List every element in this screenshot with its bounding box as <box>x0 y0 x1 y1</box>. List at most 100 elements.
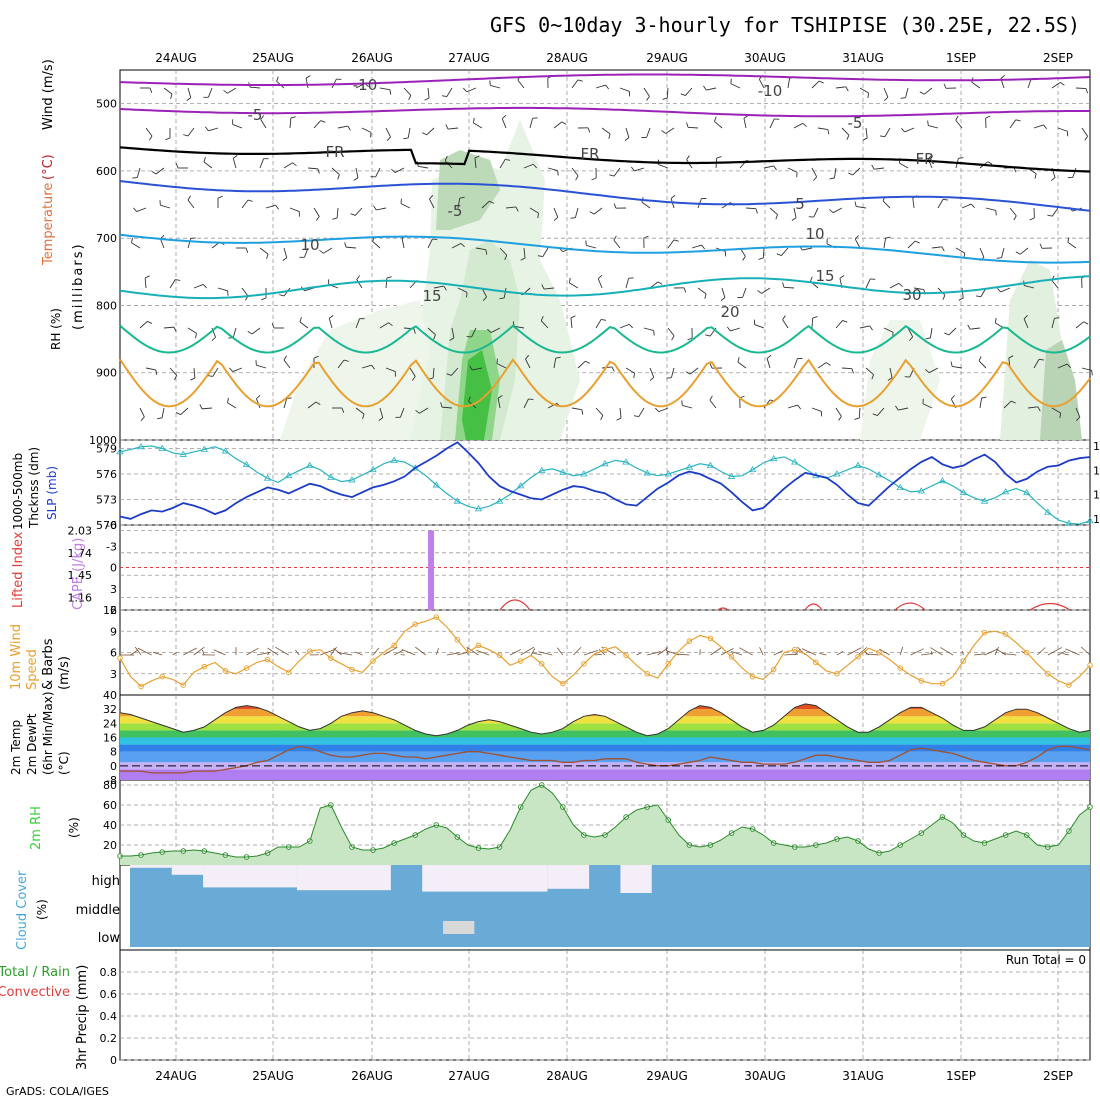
y-tick-label: 570 <box>96 519 117 532</box>
wind-barb-flag <box>347 125 351 131</box>
thickness-line-marker <box>390 456 398 463</box>
isotherm-label: 15 <box>422 287 441 305</box>
wind-barb <box>793 122 804 129</box>
wind-barb <box>595 319 602 329</box>
wind-barb-flag <box>981 396 987 399</box>
wind-barb <box>979 398 983 409</box>
wind-barb-flag <box>276 76 279 82</box>
wind-barb <box>169 367 178 376</box>
wind-barb-flag <box>223 89 228 94</box>
wind-barb-flag <box>854 235 859 240</box>
wind-barb-flag <box>386 136 391 141</box>
wind-barb-flag <box>846 135 850 140</box>
wind-barb-flag <box>704 293 707 299</box>
wind-barb <box>355 318 361 329</box>
date-label-bottom: 27AUG <box>448 1069 490 1083</box>
wind-barb-flag <box>845 86 849 92</box>
wind-barb <box>649 367 655 378</box>
surface-wind-barb <box>333 647 342 656</box>
wind-barb-flag <box>613 203 617 209</box>
wind-barb <box>571 407 582 411</box>
wind-barb-flag <box>871 374 874 380</box>
isotherm-5 <box>119 180 1091 212</box>
wind-barb <box>904 127 915 133</box>
wind-barb-flag <box>203 157 206 163</box>
date-label-top: 27AUG <box>448 51 490 65</box>
y-tick-label-cape: 1.45 <box>68 569 93 582</box>
wind-barb <box>899 162 909 169</box>
surface-wind-barb <box>994 646 999 656</box>
wind-barb-flag <box>190 377 196 381</box>
y-tick-label-right: 1020 <box>1093 464 1100 477</box>
wind-barb-flag <box>299 317 302 323</box>
wind-barb-flag <box>842 320 848 323</box>
wind-barb <box>687 126 699 129</box>
wind-barb <box>144 277 147 289</box>
wind-barb <box>473 122 483 129</box>
wind-barb <box>419 407 429 414</box>
wind-barb <box>372 240 381 249</box>
date-label-top: 24AUG <box>155 51 197 65</box>
wind-barb <box>763 165 774 169</box>
wind-barb <box>689 367 699 375</box>
wind-barb <box>304 287 315 292</box>
wind-barb <box>781 247 789 256</box>
wind-barb <box>448 127 459 130</box>
wind-barb-flag <box>319 249 324 254</box>
date-label-top: 1SEP <box>946 51 976 65</box>
wind-barb <box>542 247 549 257</box>
wind-barb-flag <box>537 213 540 219</box>
wind-barb <box>697 287 707 295</box>
wind-barb <box>441 406 453 409</box>
wind-barb <box>682 404 693 409</box>
wind-barb-flag <box>445 124 449 130</box>
cloud-level-middle: middle <box>76 903 120 918</box>
wind-barb <box>706 87 717 91</box>
y-tick-label: 0.8 <box>100 966 118 979</box>
wind-barb-flag <box>1047 214 1053 217</box>
y-tick-label: 0.2 <box>100 1032 118 1045</box>
surface-wind-barb <box>710 646 723 656</box>
wind-barb <box>163 87 173 95</box>
wind-barb-flag <box>462 87 468 93</box>
wind-barb-flag <box>421 132 427 136</box>
wind-barb <box>570 318 573 329</box>
wind-barb-flag <box>701 244 706 250</box>
surface-wind-barb <box>847 647 862 656</box>
wind-barb-flag <box>613 235 617 241</box>
wind-barb <box>1057 363 1068 369</box>
wind-barb <box>407 127 411 138</box>
wind-barb <box>131 242 141 249</box>
surface-wind-barb <box>910 648 924 656</box>
date-label-top: 29AUG <box>646 51 688 65</box>
wind-barb <box>667 239 675 249</box>
wind-barb <box>730 83 741 89</box>
isotherm-label: FR <box>580 145 599 163</box>
wind-barb-flag <box>429 195 434 200</box>
wind-barb <box>251 327 261 335</box>
wind-barb <box>289 207 300 213</box>
wind-barb-flag <box>175 279 181 281</box>
precip-label-convective: Convective <box>0 985 70 1000</box>
isotherm-label: -5 <box>848 114 863 132</box>
wind-barb-flag <box>328 315 334 319</box>
wind-barb <box>283 162 293 169</box>
wind-barb <box>499 159 506 169</box>
surface-wind-barb <box>865 653 880 656</box>
wind-barb <box>877 407 885 416</box>
y-tick-label: 6 <box>110 604 117 617</box>
wind-barb-flag <box>408 95 412 101</box>
wind-barb <box>525 358 531 369</box>
wind-barb-flag <box>305 75 311 79</box>
wind-barb <box>595 84 606 89</box>
y-tick-label: 600 <box>96 165 117 178</box>
wind-barb <box>883 238 887 249</box>
wind-barb <box>432 367 435 379</box>
lifted-index-line <box>499 599 531 611</box>
fill-layer <box>120 120 1090 947</box>
wind-barb <box>783 286 795 289</box>
wind-barb <box>883 87 889 98</box>
wind-barb-flag <box>737 357 740 363</box>
wind-barb <box>907 240 916 249</box>
wind-barb <box>758 78 765 89</box>
